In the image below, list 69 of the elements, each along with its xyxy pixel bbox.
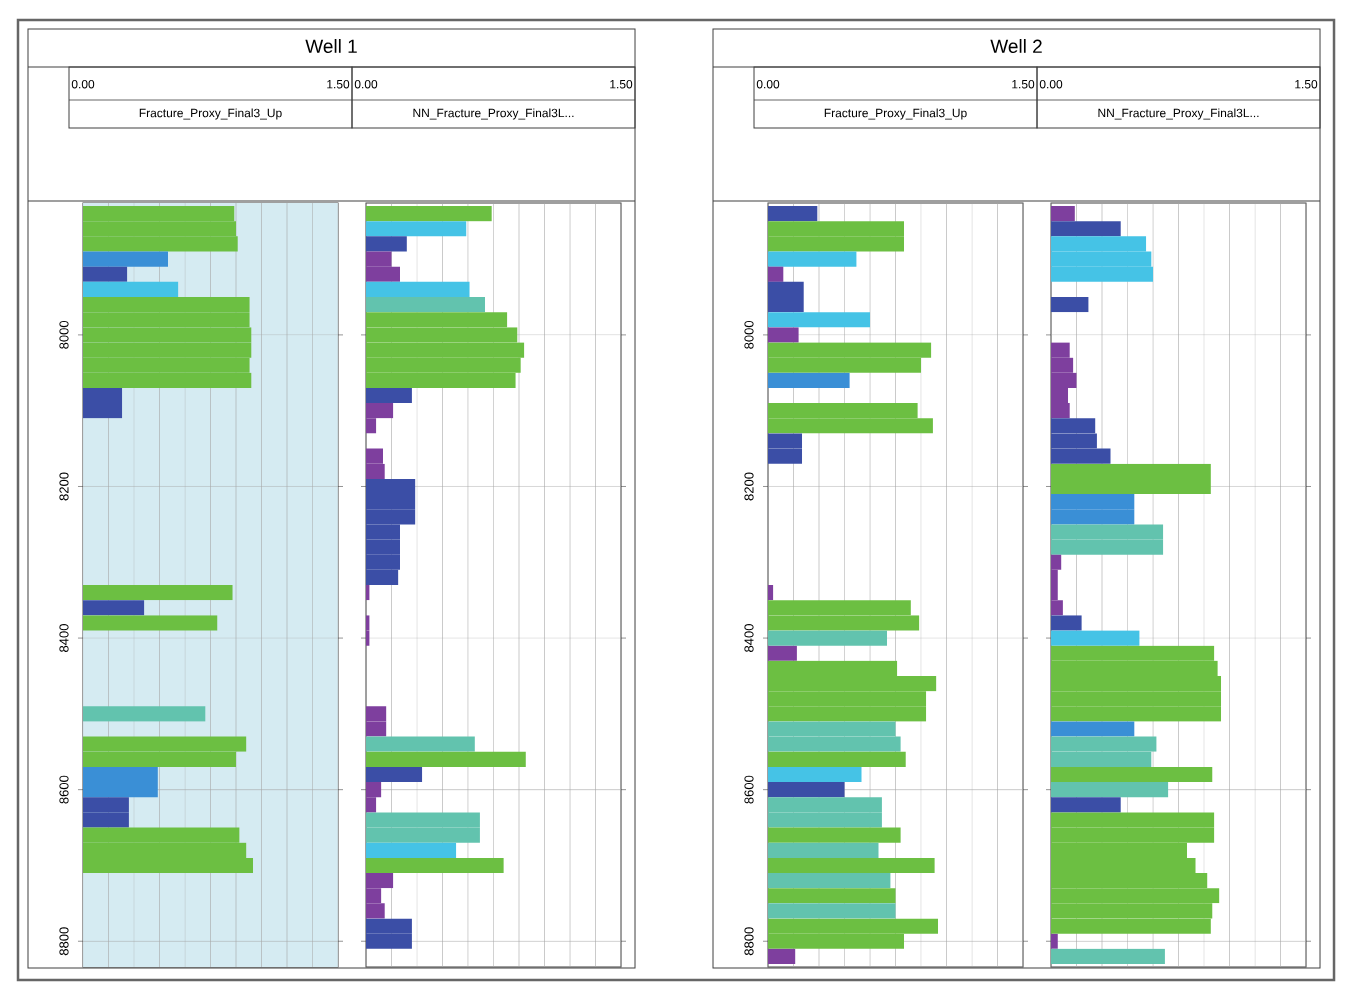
- bar: [366, 387, 412, 404]
- bar: [366, 766, 423, 783]
- bar: [1051, 630, 1140, 646]
- chart-title: Well 1: [305, 39, 357, 53]
- bar: [1051, 948, 1165, 964]
- bar: [366, 297, 486, 313]
- bar: [366, 857, 504, 874]
- y-tick-label: 8200: [744, 472, 754, 501]
- y-tick-label: 8600: [744, 775, 754, 804]
- y-tick-label: 8400: [744, 624, 754, 652]
- bar: [1051, 206, 1075, 222]
- bar: [768, 266, 784, 282]
- bar: [83, 266, 128, 282]
- y-tick-label: 8800: [59, 927, 69, 956]
- bar: [768, 948, 796, 964]
- y-tick-label: 8400: [59, 624, 69, 652]
- bar: [768, 842, 879, 858]
- y-tick-label: 8600: [59, 775, 69, 804]
- bar: [1051, 615, 1082, 631]
- bar: [83, 706, 206, 722]
- bar: [83, 615, 218, 631]
- bar: [768, 903, 896, 919]
- bar: [366, 751, 526, 767]
- bar: [366, 842, 457, 858]
- bar: [366, 206, 492, 222]
- bar: [768, 312, 871, 328]
- bar: [768, 827, 901, 843]
- bar: [1051, 721, 1135, 737]
- bar: [1051, 766, 1213, 783]
- bar: [768, 251, 857, 267]
- x-tick-label: 1.50: [610, 79, 633, 89]
- bar: [1051, 221, 1121, 237]
- bar: [768, 206, 818, 222]
- bar: [1051, 782, 1169, 798]
- y-tick-label: 8200: [59, 472, 69, 501]
- bar: [83, 281, 179, 297]
- bar: [366, 736, 475, 752]
- y-tick-label: 8800: [744, 927, 754, 956]
- x-tick-label: 0.00: [756, 79, 780, 89]
- bar: [768, 630, 888, 646]
- bar: [768, 873, 891, 889]
- x-tick-label: 0.00: [354, 79, 378, 89]
- bar: [1051, 297, 1089, 313]
- bar: [768, 766, 862, 783]
- x-tick-label: 0.00: [1039, 79, 1063, 89]
- bar: [83, 600, 145, 616]
- x-axis-title: Fracture_Proxy_Final3_Up: [824, 108, 967, 120]
- x-axis-title: NN_Fracture_Proxy_Final3L...: [1098, 108, 1259, 120]
- bar: [366, 221, 467, 237]
- bar: [768, 888, 896, 904]
- bar: [1051, 797, 1121, 813]
- bar: [768, 372, 850, 388]
- x-tick-label: 1.50: [1295, 79, 1318, 89]
- bar: [768, 857, 935, 874]
- bar: [366, 236, 407, 252]
- bar: [366, 281, 470, 297]
- x-tick-label: 1.50: [327, 79, 350, 89]
- bar: [768, 751, 906, 767]
- y-tick-label: 8000: [59, 320, 69, 349]
- bar: [768, 782, 845, 798]
- bar: [83, 251, 168, 267]
- x-tick-label: 1.50: [1012, 79, 1035, 89]
- y-tick-label: 8000: [744, 320, 754, 349]
- bar: [83, 585, 233, 601]
- x-axis-title: Fracture_Proxy_Final3_Up: [139, 108, 282, 120]
- chart-title: Well 2: [990, 39, 1042, 53]
- x-axis-title: NN_Fracture_Proxy_Final3L...: [413, 108, 574, 120]
- x-tick-label: 0.00: [71, 79, 95, 89]
- bar: [768, 645, 797, 661]
